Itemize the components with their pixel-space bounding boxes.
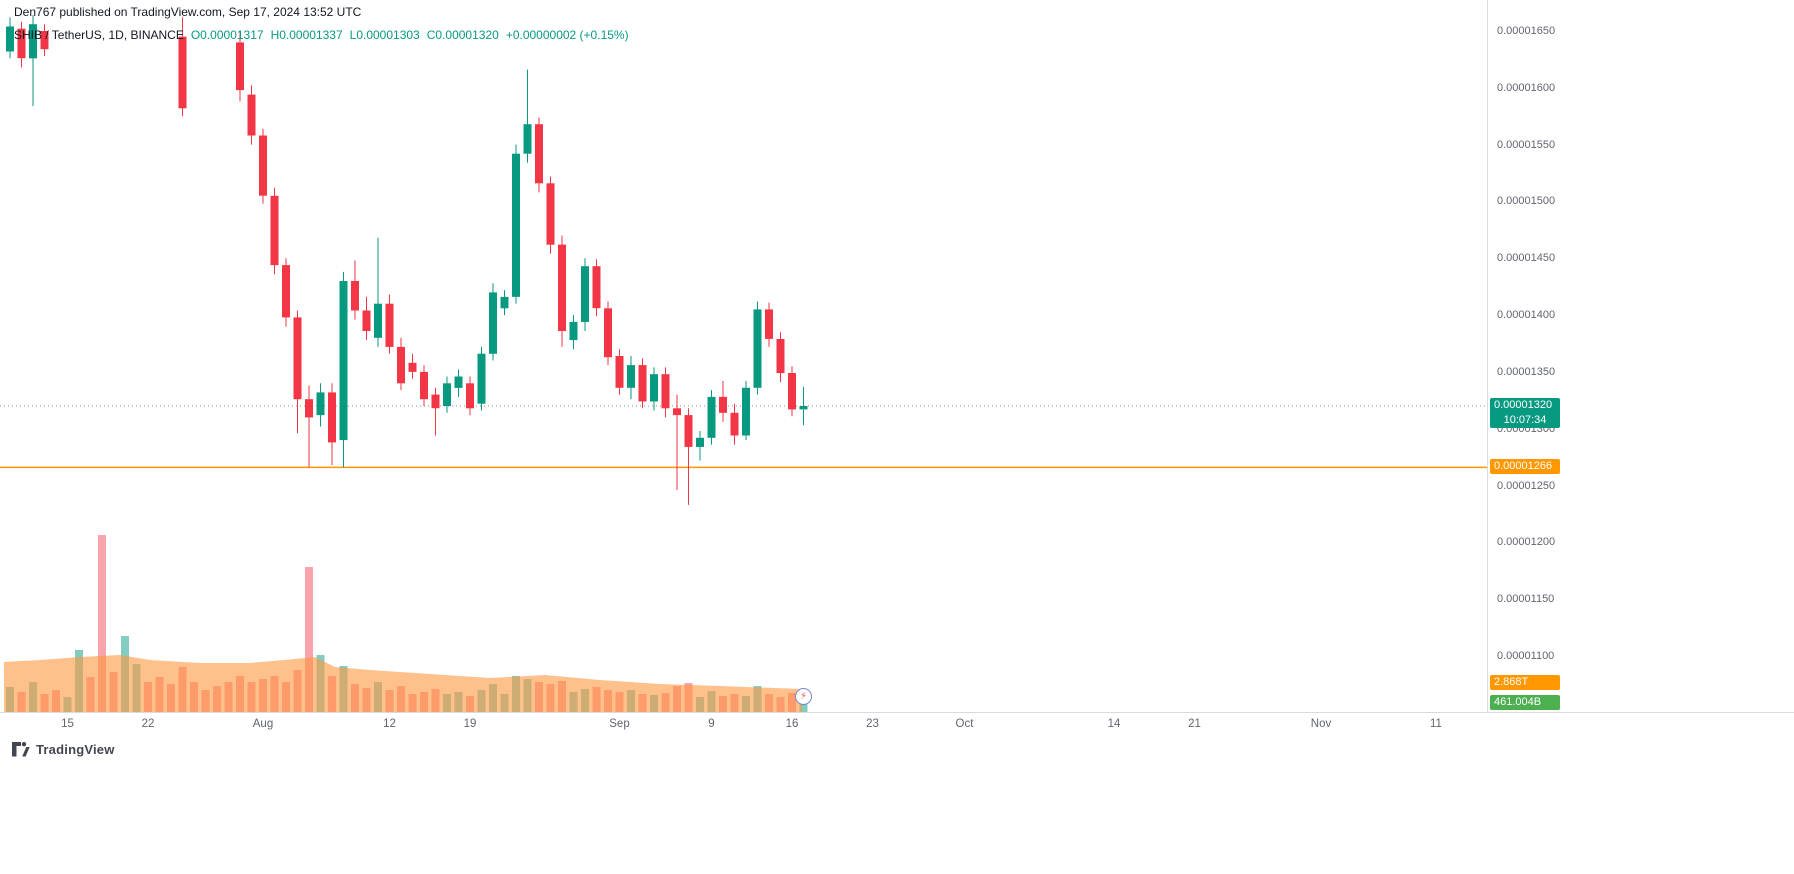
symbol-title[interactable]: SHIB / TetherUS, 1D, BINANCE [14, 28, 184, 42]
tradingview-watermark-text: TradingView [36, 742, 115, 757]
time-axis-label: 11 [1430, 718, 1442, 730]
time-axis-label: Nov [1310, 718, 1332, 730]
time-axis-label: Aug [252, 718, 274, 730]
price-axis-label: 0.00001150 [1497, 593, 1555, 606]
ohlc-change: +0.00000002 (+0.15%) [505, 28, 629, 42]
price-chart-pane[interactable]: Den767 published on TradingView.com, Sep… [0, 0, 1487, 712]
time-axis-label: 19 [463, 718, 477, 730]
support-level-badge: 0.00001266 [1490, 459, 1560, 475]
current-price-value: 0.00001320 [1494, 399, 1553, 411]
boost-flash-icon[interactable]: ⚡ [795, 688, 812, 705]
price-axis-label: 0.00001100 [1497, 650, 1555, 662]
time-axis-label: 14 [1107, 718, 1121, 730]
time-axis-label: 22 [141, 718, 155, 730]
time-axis-label: 15 [61, 718, 74, 730]
price-axis-label: 0.00001650 [1497, 25, 1556, 37]
price-axis-label: 0.00001500 [1497, 195, 1556, 208]
time-axis-label: Sep [609, 718, 630, 730]
price-axis-label: 0.00001200 [1497, 536, 1556, 549]
current-price-badge: 0.00001320 10:07:34 [1490, 398, 1560, 428]
time-axis[interactable]: 15 22 Aug 12 19 Sep 9 16 23 Oct 14 21 Nov 11 [0, 712, 1794, 741]
indicator-value-badge-t: 2.868T [1490, 675, 1560, 690]
ohlc-open: O0.00001317 [190, 28, 264, 42]
time-axis-label: 23 [866, 718, 879, 730]
tradingview-watermark[interactable]: TradingView [12, 742, 115, 757]
publish-attribution: Den767 published on TradingView.com, Sep… [14, 5, 362, 19]
ohlc-high: H0.00001337 [270, 28, 343, 42]
ohlc-close: C0.00001320 [426, 28, 499, 42]
lightning-icon: ⚡ [799, 690, 808, 702]
price-axis-label: 0.00001550 [1497, 138, 1556, 151]
indicator-value-badge-b: 461.004B [1490, 695, 1560, 710]
tradingview-logo-icon [12, 742, 30, 757]
time-axis-label: 16 [785, 718, 799, 730]
price-axis-label: 0.00001350 [1497, 365, 1556, 378]
ohlc-low: L0.00001303 [349, 28, 420, 42]
time-axis-label: 12 [383, 718, 396, 730]
time-axis-label: 21 [1188, 718, 1201, 730]
price-axis-label: 0.00001450 [1497, 252, 1556, 265]
price-axis-label: 0.00001250 [1497, 479, 1556, 492]
candlestick-canvas[interactable] [0, 0, 1487, 712]
price-axis[interactable]: 0.00001320 10:07:34 0.00001266 2.868T 46… [1487, 0, 1794, 740]
symbol-legend: SHIB / TetherUS, 1D, BINANCE O0.00001317 H… [14, 28, 629, 42]
bar-close-countdown: 10:07:34 [1503, 414, 1547, 426]
price-axis-label: 0.00001400 [1497, 309, 1556, 322]
time-axis-label: Oct [955, 718, 974, 730]
time-axis-label: 9 [708, 718, 715, 730]
price-axis-label: 0.00001600 [1497, 81, 1556, 94]
